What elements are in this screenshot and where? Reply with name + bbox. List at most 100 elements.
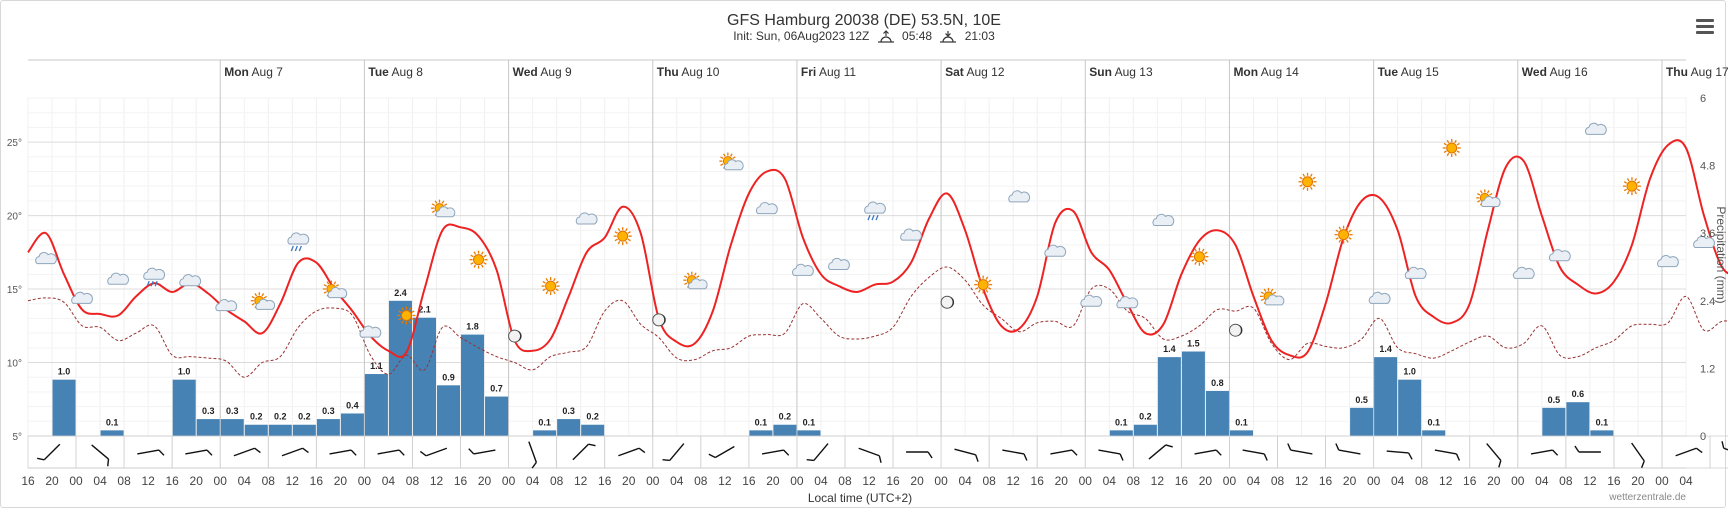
hour-tick-label: 12	[1151, 474, 1165, 488]
precip-bar-label: 0.1	[1115, 417, 1128, 427]
hour-tick-label: 00	[214, 474, 228, 488]
sun-icon	[1298, 172, 1317, 191]
suncloud-icon	[322, 280, 348, 299]
sun-icon	[613, 227, 632, 246]
precip-bar-label: 0.6	[1572, 389, 1585, 399]
precip-bar-label: 2.4	[394, 288, 407, 298]
moon-icon	[652, 313, 666, 327]
hour-tick-label: 00	[1655, 474, 1669, 488]
precip-bar-label: 0.2	[274, 412, 287, 422]
hour-tick-label: 08	[838, 474, 852, 488]
hour-tick-label: 20	[1199, 474, 1213, 488]
wind-barb-icon	[1530, 449, 1559, 456]
precip-bar	[1590, 430, 1614, 436]
hour-tick-label: 20	[190, 474, 204, 488]
precip-bar	[1422, 430, 1446, 436]
hour-tick-label: 08	[262, 474, 276, 488]
hamburger-menu-icon[interactable]	[1696, 19, 1714, 35]
precip-bar-label: 1.5	[1187, 339, 1200, 349]
precip-bar	[485, 396, 509, 436]
temp-tick-label: 10°	[7, 359, 22, 370]
hour-tick-label: 20	[622, 474, 636, 488]
wind-barb-icon	[761, 449, 790, 456]
y-axis-label-right: Precipitation (mm)	[1714, 206, 1728, 303]
precip-bar	[268, 424, 292, 436]
hour-tick-label: 08	[694, 474, 708, 488]
precip-bars: 1.0 0.1 1.0 0.3 0.3 0.2 0.2 0.2 0.3 0.4 1.1 2.4 2.1 0…	[52, 288, 1614, 436]
sun-icon	[974, 275, 993, 294]
cloud-icon	[215, 299, 238, 312]
wind-barb-icon	[1675, 447, 1703, 457]
sun-icon	[1622, 177, 1641, 196]
precip-bar	[1542, 407, 1566, 436]
hour-tick-label: 00	[358, 474, 372, 488]
precip-bar-label: 1.4	[1163, 344, 1176, 354]
hour-tick-label: 20	[766, 474, 780, 488]
precip-bar	[1157, 357, 1181, 436]
precip-bar	[1374, 357, 1398, 436]
cloud-icon	[1080, 294, 1103, 307]
precip-bar	[340, 413, 364, 436]
axes: 5° 10° 15° 20° 25° 0 1.2 2.4 3.6 4.8 6 16 20 00 04 08 12…	[7, 93, 1715, 488]
precip-bar-label: 1.4	[1379, 344, 1392, 354]
hour-tick-label: 00	[790, 474, 804, 488]
day-label: Fri Aug 11	[801, 65, 856, 79]
precip-tick-label: 3.6	[1700, 228, 1715, 240]
wind-barb-icon	[281, 447, 309, 457]
precip-bar-label: 0.1	[1235, 417, 1248, 427]
series-line-dew-point	[27, 266, 1728, 378]
wind-barb-icon	[858, 447, 882, 463]
hour-tick-label: 16	[165, 474, 179, 488]
hour-tick-label: 20	[1487, 474, 1501, 488]
precip-bar	[749, 430, 773, 436]
precip-bar-label: 0.4	[346, 400, 359, 410]
precip-bar	[52, 379, 76, 436]
sun-icon	[1190, 247, 1209, 266]
hour-tick-label: 20	[1055, 474, 1069, 488]
hour-tick-label: 00	[1223, 474, 1237, 488]
hour-tick-label: 12	[862, 474, 876, 488]
precip-bar-label: 0.9	[442, 372, 455, 382]
hour-tick-label: 08	[982, 474, 996, 488]
wind-barb-icon	[1434, 449, 1461, 461]
wind-barb-icon	[1486, 443, 1502, 468]
cloud-icon	[1404, 266, 1427, 279]
wind-barb-icon	[1721, 441, 1728, 457]
cloud-icon	[179, 274, 202, 287]
x-axis-label: Local time (UTC+2)	[808, 491, 912, 505]
chart-subtitle: Init: Sun, 06Aug2023 12Z 05:48 21:03	[0, 29, 1728, 44]
day-label: Mon Aug 14	[1233, 65, 1299, 79]
precip-bar-label: 0.5	[1548, 395, 1561, 405]
wind-barb-icon	[329, 449, 357, 456]
precip-bar	[797, 430, 821, 436]
rain-icon	[864, 201, 886, 221]
wind-barb-icon	[1335, 443, 1361, 455]
temp-tick-label: 5°	[12, 432, 22, 443]
wind-barb-icon	[954, 448, 979, 462]
hour-tick-label: 04	[814, 474, 828, 488]
hour-tick-label: 16	[1607, 474, 1621, 488]
wind-barb-icon	[37, 443, 61, 461]
day-label: Thu Aug 17	[1666, 65, 1728, 79]
cloud-icon	[1693, 235, 1715, 248]
precip-bar	[461, 334, 485, 436]
wind-barb-icon	[1002, 449, 1028, 461]
sun-icon	[1334, 225, 1353, 244]
precip-bar-label: 0.2	[586, 412, 599, 422]
suncloud-icon	[1260, 287, 1285, 306]
cloud-icon	[1585, 122, 1607, 135]
hour-tick-label: 12	[286, 474, 300, 488]
precip-bar	[1350, 407, 1374, 436]
precip-tick-label: 6	[1700, 93, 1706, 105]
precip-tick-label: 2.4	[1700, 296, 1715, 308]
precip-bar	[1229, 430, 1253, 436]
cloud-icon	[1044, 244, 1067, 257]
hour-tick-label: 12	[574, 474, 588, 488]
precip-bar-label: 0.3	[562, 406, 575, 416]
wind-barb-icon	[806, 443, 829, 462]
precip-bar-label: 0.3	[322, 406, 335, 416]
precip-bar-label: 1.8	[466, 322, 479, 332]
wind-barb-icon	[1631, 442, 1645, 468]
